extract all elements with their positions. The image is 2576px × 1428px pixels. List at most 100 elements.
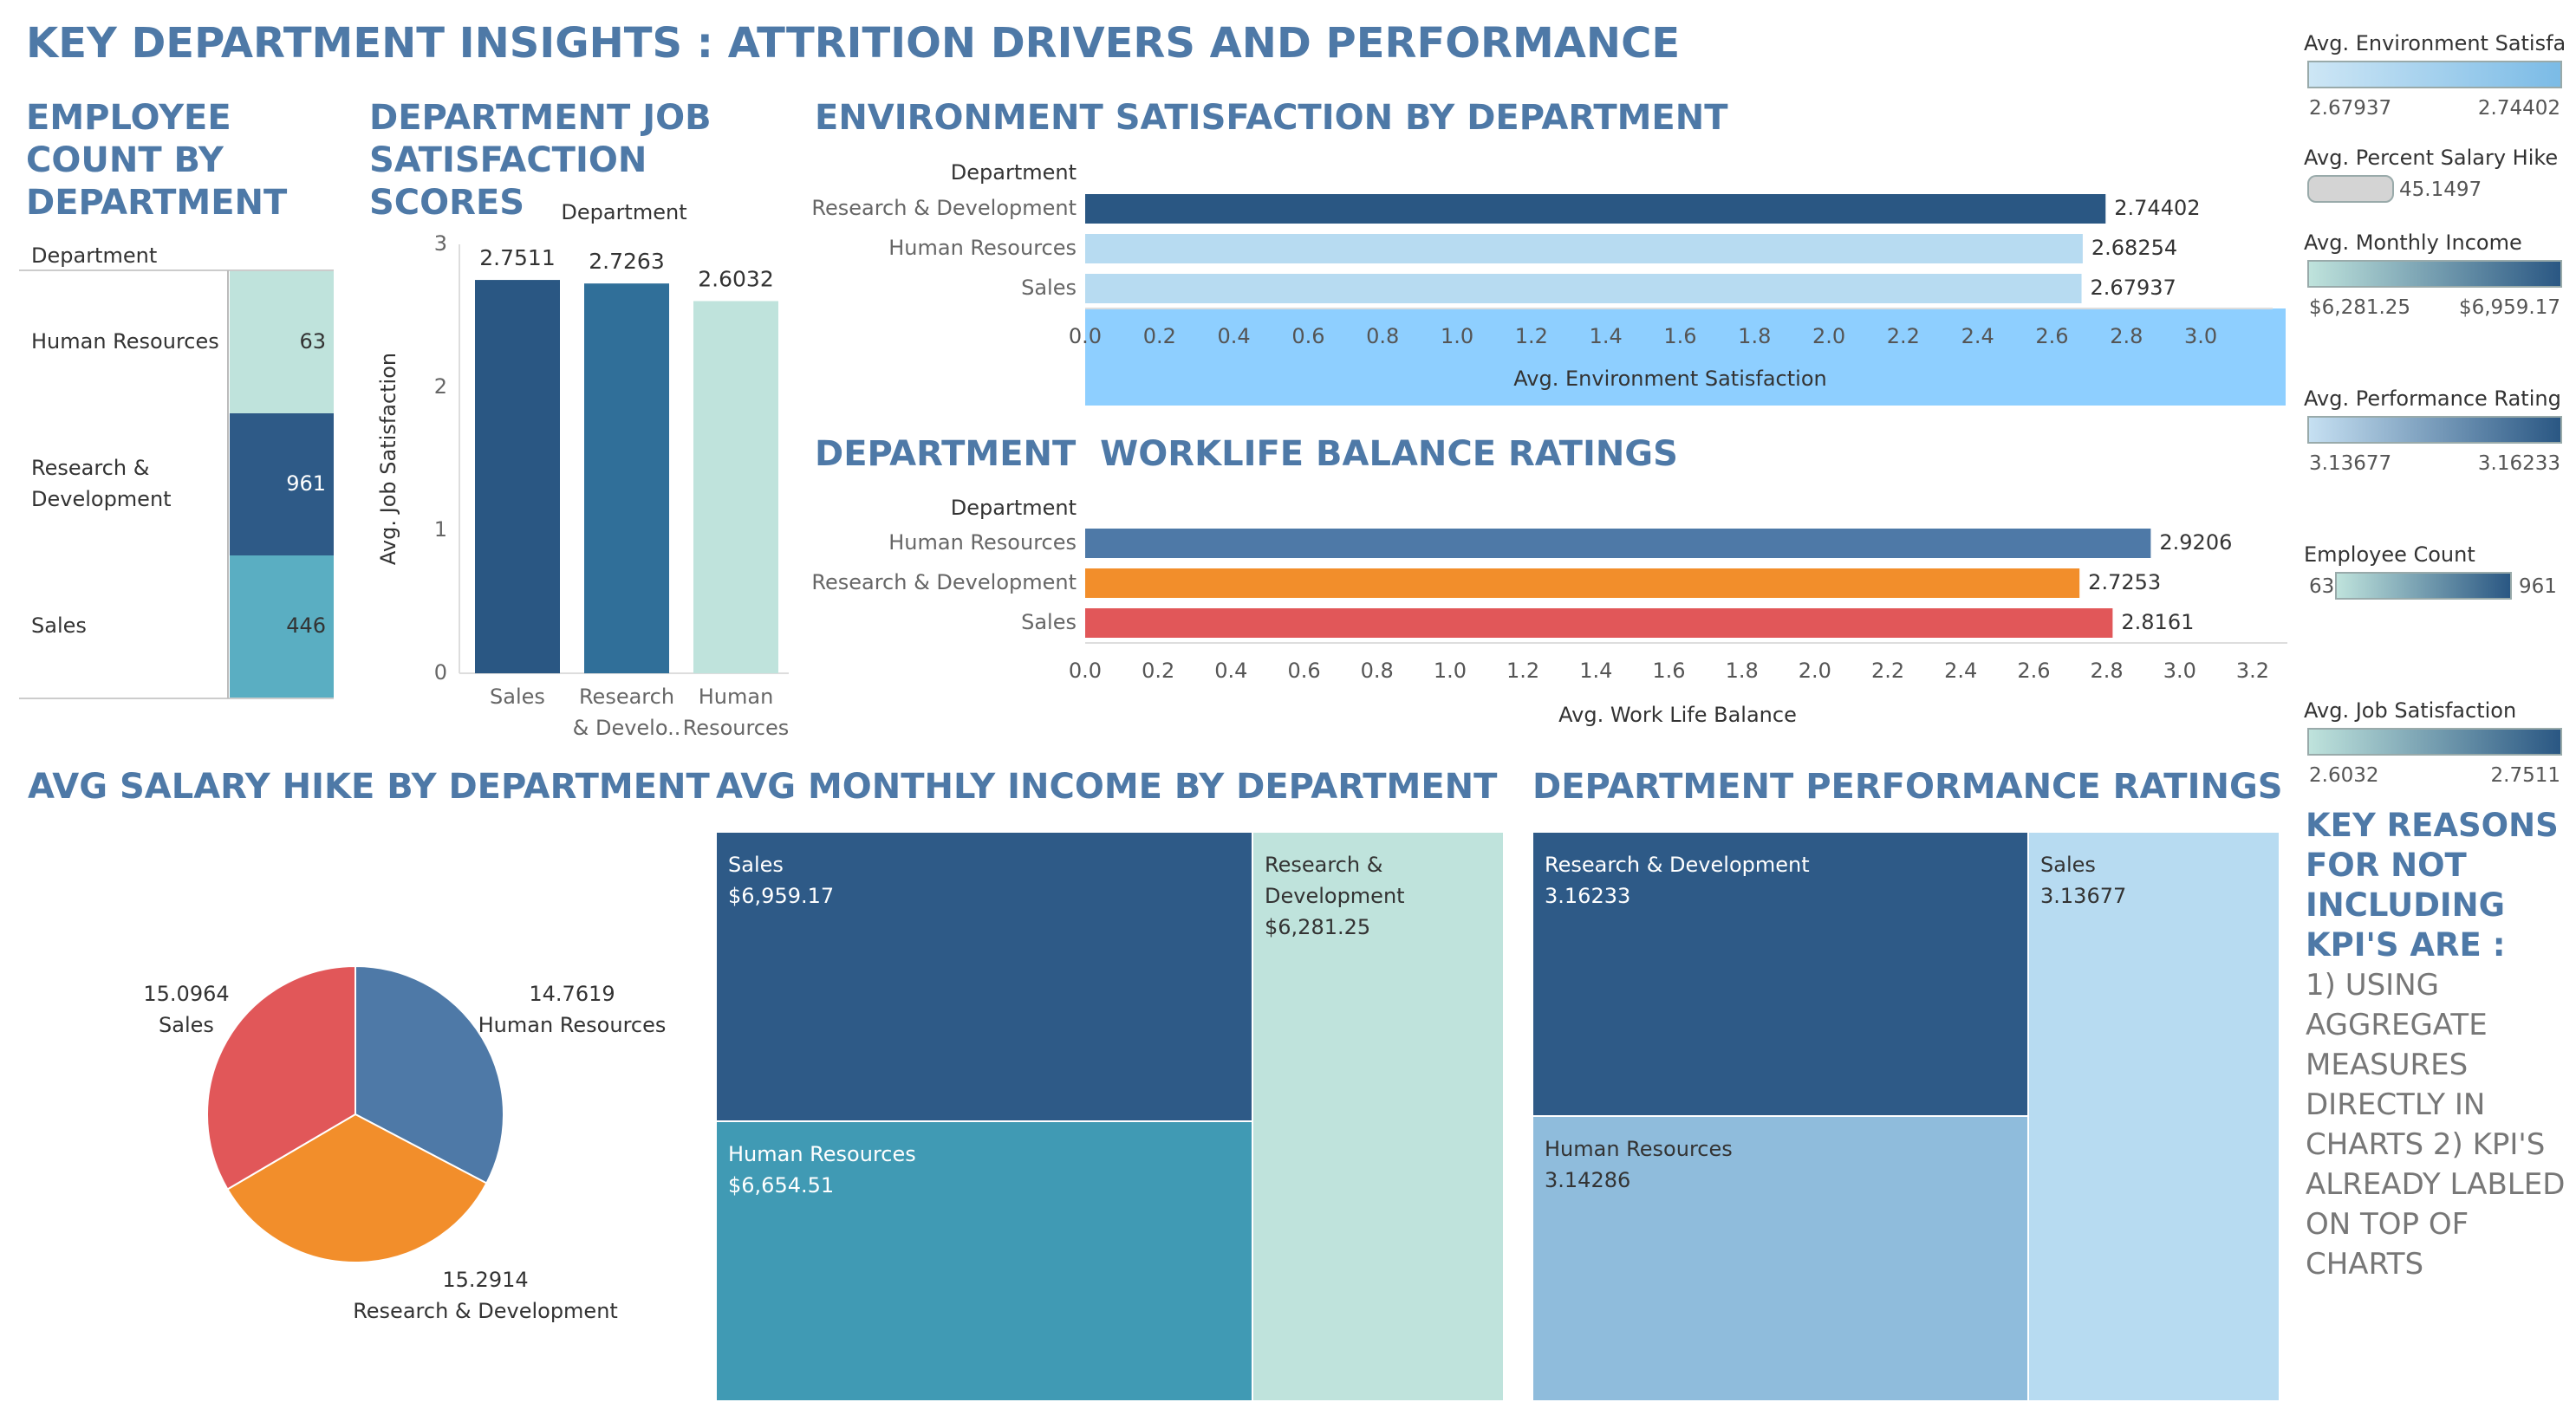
env-satisfaction-data-label: 2.74402 bbox=[2114, 196, 2200, 220]
worklife-x-tick: 1.6 bbox=[1652, 659, 1685, 683]
env-satisfaction-x-tick: 1.6 bbox=[1663, 324, 1696, 348]
legend-title: Avg. Job Satisfaction bbox=[2304, 698, 2517, 723]
job-satisfaction-data-label: 2.6032 bbox=[698, 266, 773, 291]
kpi-note-body: 1) USING AGGREGATE MEASURES DIRECTLY IN … bbox=[2306, 968, 2566, 1282]
job-satisfaction-x-tick: Resources bbox=[683, 716, 790, 740]
env-satisfaction-header: Department bbox=[951, 160, 1077, 185]
worklife-x-tick: 2.0 bbox=[1799, 659, 1831, 683]
env-satisfaction-x-tick: 0.6 bbox=[1291, 324, 1324, 348]
worklife-x-tick: 1.4 bbox=[1579, 659, 1612, 683]
env-satisfaction-x-tick: 1.8 bbox=[1738, 324, 1771, 348]
legend-title: Employee Count bbox=[2304, 542, 2475, 567]
worklife-x-tick: 2.4 bbox=[1944, 659, 1977, 683]
job-satisfaction-y-tick: 0 bbox=[434, 660, 447, 685]
job-satisfaction-bar bbox=[584, 283, 669, 673]
worklife-x-tick: 1.0 bbox=[1434, 659, 1467, 683]
job-satisfaction-y-label: Avg. Job Satisfaction bbox=[376, 353, 400, 565]
worklife-header: Department bbox=[951, 496, 1077, 520]
employee-count-cell bbox=[230, 413, 334, 555]
legend-color-ramp bbox=[2335, 572, 2512, 600]
salary-hike-category-label: Human Resources bbox=[478, 1013, 667, 1037]
employee-count-cell bbox=[230, 271, 334, 413]
monthly-income-tile bbox=[1252, 831, 1505, 1402]
monthly-income-tile-label: Human Resources $6,654.51 bbox=[728, 1142, 916, 1198]
salary-hike-value-label: 15.0964 bbox=[143, 982, 229, 1006]
legend-title: Avg. Performance Rating bbox=[2304, 386, 2561, 411]
env-satisfaction-category: Sales bbox=[1021, 276, 1077, 300]
env-satisfaction-x-tick: 0.8 bbox=[1366, 324, 1399, 348]
env-satisfaction-x-label: Avg. Environment Satisfaction bbox=[1513, 367, 1826, 391]
env-satisfaction-data-label: 2.67937 bbox=[2091, 276, 2176, 300]
worklife-x-tick: 3.2 bbox=[2236, 659, 2269, 683]
performance-tile-label: Sales 3.13677 bbox=[2040, 853, 2127, 908]
worklife-data-label: 2.9206 bbox=[2159, 530, 2232, 555]
employee-count-category: Development bbox=[31, 487, 172, 511]
employee-count-title: EMPLOYEE COUNT BY DEPARTMENT bbox=[26, 98, 288, 223]
env-satisfaction-category: Human Resources bbox=[888, 236, 1077, 260]
env-satisfaction-bar bbox=[1085, 274, 2082, 303]
env-satisfaction-x-tick: 0.4 bbox=[1218, 324, 1251, 348]
env-satisfaction-x-tick: 0.0 bbox=[1069, 324, 1102, 348]
job-satisfaction-x-tick: Research bbox=[579, 685, 674, 709]
legend-value: 2.67937 bbox=[2309, 97, 2392, 120]
kpi-note-heading: KEY REASONS FOR NOT INCLUDING KPI'S ARE … bbox=[2306, 807, 2559, 964]
performance-title: DEPARTMENT PERFORMANCE RATINGS bbox=[1532, 767, 2283, 807]
job-satisfaction-title: DEPARTMENT JOB SATISFACTION SCORES bbox=[369, 98, 712, 223]
legend-color-ramp bbox=[2307, 61, 2562, 88]
worklife-category: Research & Development bbox=[811, 570, 1077, 594]
worklife-x-tick: 2.8 bbox=[2091, 659, 2124, 683]
env-satisfaction-title: ENVIRONMENT SATISFACTION BY DEPARTMENT bbox=[815, 98, 1728, 138]
worklife-data-label: 2.8161 bbox=[2121, 610, 2194, 634]
employee-count-value: 63 bbox=[299, 329, 326, 354]
legend-title: Avg. Environment Satisfa.. bbox=[2304, 31, 2564, 55]
legend-color-ramp bbox=[2307, 260, 2562, 288]
worklife-x-tick: 2.2 bbox=[1871, 659, 1904, 683]
env-satisfaction-bar bbox=[1085, 194, 2106, 224]
salary-hike-category-label: Research & Development bbox=[353, 1299, 618, 1323]
worklife-bar bbox=[1085, 568, 2080, 598]
job-satisfaction-data-label: 2.7511 bbox=[479, 245, 555, 270]
worklife-x-tick: 0.0 bbox=[1069, 659, 1102, 683]
salary-hike-category-label: Sales bbox=[159, 1013, 214, 1037]
employee-count-category: Research & bbox=[31, 456, 149, 480]
worklife-x-tick: 0.6 bbox=[1287, 659, 1320, 683]
employee-count-category: Human Resources bbox=[31, 329, 219, 354]
job-satisfaction-header: Department bbox=[561, 200, 686, 224]
worklife-bar bbox=[1085, 608, 2113, 638]
performance-tile bbox=[2027, 831, 2280, 1402]
worklife-x-tick: 2.6 bbox=[2017, 659, 2050, 683]
legend-title: Avg. Percent Salary Hike bbox=[2304, 146, 2559, 170]
env-satisfaction-x-tick: 2.4 bbox=[1961, 324, 1994, 348]
employee-count-header: Department bbox=[31, 243, 157, 268]
job-satisfaction-x-tick: Sales bbox=[490, 685, 545, 709]
worklife-data-label: 2.7253 bbox=[2088, 570, 2161, 594]
legend-title: Avg. Monthly Income bbox=[2304, 230, 2522, 255]
job-satisfaction-bar bbox=[693, 301, 778, 673]
legend-value: $6,959.17 bbox=[2458, 296, 2560, 319]
legend-value: 961 bbox=[2519, 575, 2557, 598]
env-satisfaction-bar bbox=[1085, 234, 2083, 263]
performance-tile-label: Human Resources 3.14286 bbox=[1545, 1137, 1733, 1192]
env-satisfaction-x-tick: 2.0 bbox=[1812, 324, 1845, 348]
env-satisfaction-x-tick: 1.0 bbox=[1441, 324, 1473, 348]
job-satisfaction-y-tick: 2 bbox=[434, 374, 447, 399]
legend-value: $6,281.25 bbox=[2309, 296, 2411, 319]
env-satisfaction-category: Research & Development bbox=[811, 196, 1077, 220]
worklife-category: Human Resources bbox=[888, 530, 1077, 555]
job-satisfaction-x-tick: Human bbox=[699, 685, 774, 709]
salary-hike-value-label: 15.2914 bbox=[442, 1268, 528, 1292]
kpi-note: KEY REASONS FOR NOT INCLUDING KPI'S ARE … bbox=[2306, 806, 2566, 1284]
job-satisfaction-y-tick: 3 bbox=[434, 231, 447, 256]
legend-value: 45.1497 bbox=[2399, 178, 2482, 201]
worklife-x-label: Avg. Work Life Balance bbox=[1558, 703, 1797, 727]
worklife-x-tick: 1.8 bbox=[1726, 659, 1759, 683]
env-satisfaction-x-tick: 0.2 bbox=[1143, 324, 1176, 348]
worklife-title: DEPARTMENT WORKLIFE BALANCE RATINGS bbox=[815, 434, 1678, 474]
worklife-x-tick: 3.0 bbox=[2163, 659, 2196, 683]
dashboard-title: KEY DEPARTMENT INSIGHTS : ATTRITION DRIV… bbox=[26, 19, 1681, 68]
legend-value: 2.7511 bbox=[2490, 764, 2560, 787]
employee-count-category: Sales bbox=[31, 613, 87, 638]
performance-tile bbox=[1532, 1115, 2029, 1402]
job-satisfaction-y-tick: 1 bbox=[434, 517, 447, 542]
